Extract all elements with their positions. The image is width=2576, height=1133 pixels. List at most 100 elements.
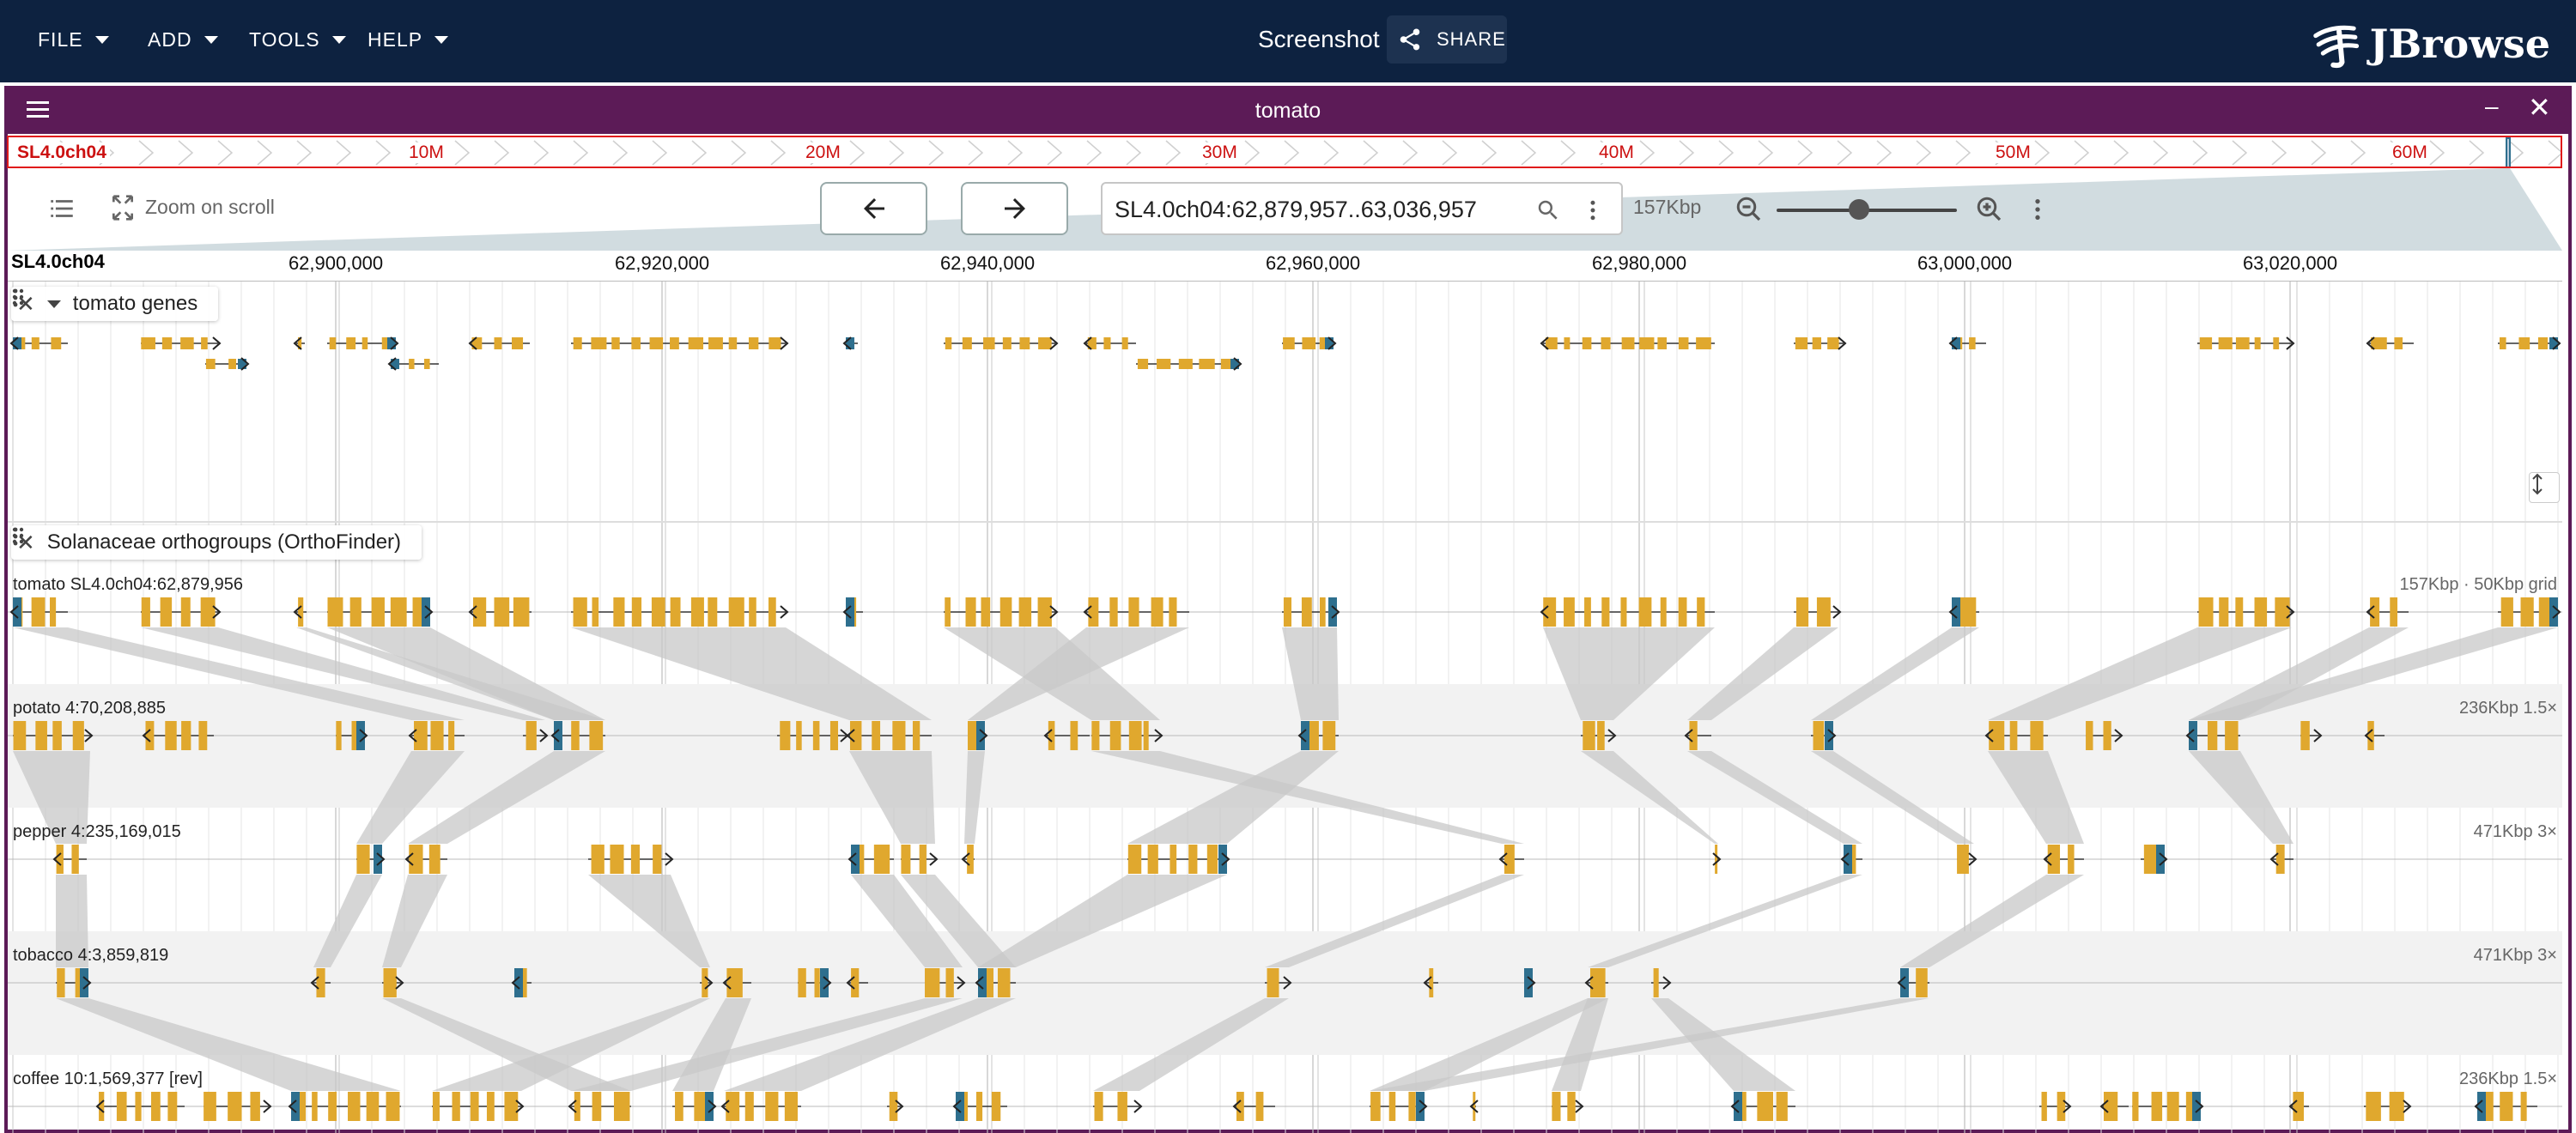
caret-icon[interactable]: [46, 300, 61, 308]
synteny-ribbon: [724, 998, 1016, 1091]
overview-scalebar[interactable]: SL4.0ch04 10M 20M 30M 40M 50M 60M: [7, 136, 2562, 168]
gene-strand-arrow: [408, 729, 417, 742]
gene-exon: [2166, 1092, 2179, 1121]
overview-chevron: [1007, 140, 1024, 166]
menu-tools[interactable]: TOOLS: [249, 22, 346, 57]
gene-glyph: [700, 968, 714, 997]
hamburger-icon[interactable]: [25, 100, 51, 120]
gene-exon: [2371, 337, 2387, 349]
location-input[interactable]: [1115, 194, 1527, 225]
gene-glyph: [387, 357, 439, 371]
gene-strand-arrow: [2159, 852, 2168, 866]
gene-strand-arrow: [1154, 729, 1163, 742]
menu-help[interactable]: HELP: [368, 22, 449, 57]
gene-glyph: [9, 597, 68, 627]
menu-file[interactable]: FILE: [38, 22, 109, 57]
genome-row-label: tomato SL4.0ch04:62,879,956: [13, 575, 243, 594]
minimize-icon[interactable]: –: [2485, 93, 2499, 119]
search-icon[interactable]: [1535, 197, 1561, 223]
gene-exon: [1795, 597, 1809, 627]
more-vert-icon[interactable]: [1580, 197, 1606, 223]
gene-exon: [1109, 597, 1118, 627]
gene-strand-arrow: [1712, 852, 1722, 866]
gene-exon: [649, 337, 664, 349]
gene-utr: [374, 845, 382, 874]
track-name-genes: tomato genes: [72, 292, 198, 315]
genome-row-label: coffee 10:1,569,377 [rev]: [13, 1069, 203, 1088]
coord-label: 63,000,000: [1917, 252, 2013, 274]
gene-exon: [316, 968, 325, 997]
gene-exon: [356, 845, 370, 874]
zoom-slider[interactable]: [1777, 199, 1957, 220]
share-button[interactable]: SHARE: [1387, 15, 1507, 64]
gene-exon: [1678, 337, 1689, 349]
gene-glyph: [720, 1092, 801, 1121]
gene-exon: [892, 721, 906, 750]
scroll-right-button[interactable]: [961, 182, 1068, 235]
overview-label: 10M: [405, 142, 447, 163]
zoom-out-icon[interactable]: [1734, 194, 1765, 225]
gene-exon: [2235, 337, 2250, 349]
menu-add[interactable]: ADD: [148, 22, 218, 57]
resize-icon[interactable]: [2529, 472, 2560, 503]
more-vert-icon[interactable]: [2024, 196, 2051, 223]
gene-exon: [610, 845, 624, 874]
overview-chevron: [573, 140, 589, 166]
gene-exon: [1128, 721, 1142, 750]
gene-exon: [1319, 597, 1326, 627]
gene-exon: [2041, 1092, 2047, 1121]
gene-glyph: [568, 1092, 631, 1121]
gene-glyph: [887, 1092, 904, 1121]
zoom-in-icon[interactable]: [1974, 194, 2005, 225]
gene-exon: [1019, 337, 1030, 349]
gene-glyph: [1794, 336, 1847, 350]
track-list-icon[interactable]: [47, 194, 76, 223]
gene-strand-arrow: [1419, 1100, 1428, 1113]
gene-glyph: [1552, 1092, 1584, 1121]
gene-strand-arrow: [979, 729, 988, 742]
gene-utr: [356, 721, 365, 750]
gene-utr: [1301, 721, 1309, 750]
overview-visible-region[interactable]: [2506, 137, 2511, 167]
close-icon[interactable]: ✕: [2528, 92, 2551, 123]
gene-exon: [1322, 721, 1336, 750]
zoom-on-scroll-icon[interactable]: [109, 194, 137, 221]
gene-strand-arrow: [84, 729, 94, 742]
gene-strand-arrow: [424, 605, 434, 619]
gene-exon: [851, 968, 860, 997]
tracks-container: ✕ tomato genes ✕ Solanaceae orthogroups …: [8, 282, 2562, 1133]
session-title[interactable]: Screenshot: [1258, 26, 1380, 52]
gene-exon: [997, 968, 1011, 997]
gene-exon: [1589, 968, 1606, 997]
gene-glyph: [468, 597, 532, 627]
more-vert-icon[interactable]: [11, 525, 20, 548]
zoom-slider-thumb[interactable]: [1849, 199, 1869, 220]
more-vert-icon[interactable]: [11, 287, 20, 309]
gene-strand-arrow: [2269, 852, 2279, 866]
gene-exon: [361, 337, 368, 349]
overview-chevron: [2350, 140, 2366, 166]
gene-glyph: [1730, 1092, 1795, 1121]
gene-exon: [1143, 721, 1149, 750]
overview-label: 60M: [2389, 142, 2431, 163]
gene-strand-arrow: [2313, 729, 2323, 742]
gene-glyph: [2269, 845, 2293, 874]
gene-glyph: [408, 721, 465, 750]
gene-exon: [873, 845, 890, 874]
gene-utr: [1844, 845, 1852, 874]
zoom-on-scroll-label[interactable]: Zoom on scroll: [145, 196, 275, 218]
gene-strand-arrow: [1498, 852, 1508, 866]
gene-strand-arrow: [952, 1100, 962, 1113]
location-search[interactable]: [1101, 182, 1623, 235]
gene-strand-arrow: [1469, 1100, 1479, 1113]
gene-utr: [1524, 968, 1533, 997]
gene-exon: [1597, 721, 1605, 750]
scroll-left-button[interactable]: [820, 182, 927, 235]
gene-exon: [471, 337, 483, 349]
gene-exon: [1638, 597, 1652, 627]
gene-exon: [1301, 597, 1312, 627]
gene-glyph: [846, 721, 932, 750]
coord-label: 62,900,000: [288, 252, 384, 274]
synteny-ribbon: [849, 751, 935, 844]
overview-chevron: [889, 140, 905, 166]
